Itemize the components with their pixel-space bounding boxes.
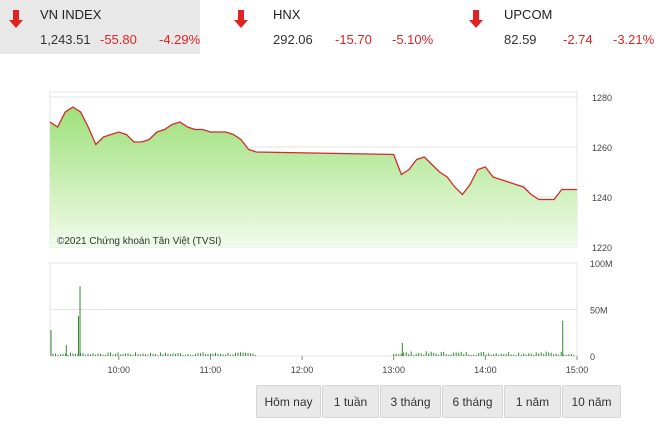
time-axis: 10:00 11:00 12:00 13:00 14:00 15:00 bbox=[107, 356, 588, 375]
volume-bars bbox=[50, 286, 575, 356]
price-area bbox=[50, 107, 577, 247]
range-button-today[interactable]: Hôm nay bbox=[256, 385, 321, 418]
down-arrow-icon bbox=[469, 10, 483, 28]
time-tick-label: 10:00 bbox=[107, 365, 130, 375]
watermark: ©2021 Chứng khoán Tân Việt (TVSI) bbox=[57, 236, 221, 247]
time-tick-label: 12:00 bbox=[291, 365, 314, 375]
range-button-3months[interactable]: 3 tháng bbox=[380, 385, 441, 418]
volume-tick-label: 100M bbox=[590, 259, 613, 269]
index-percent: -5.10% bbox=[392, 32, 434, 47]
volume-tick-label: 50M bbox=[590, 306, 608, 316]
price-tick-label: 1260 bbox=[592, 143, 612, 153]
price-line bbox=[49, 106, 577, 201]
index-name: HNX bbox=[273, 7, 301, 22]
range-button-1year[interactable]: 1 năm bbox=[504, 385, 561, 418]
index-value: 82.59 bbox=[504, 32, 537, 47]
index-percent: -3.21% bbox=[613, 32, 655, 47]
down-arrow-icon bbox=[9, 10, 23, 28]
index-name: VN INDEX bbox=[40, 7, 102, 22]
index-change: -15.70 bbox=[335, 32, 372, 47]
range-button-1week[interactable]: 1 tuần bbox=[322, 385, 379, 418]
down-arrow-icon bbox=[234, 10, 248, 28]
volume-tick-label: 0 bbox=[590, 352, 595, 362]
time-tick-label: 14:00 bbox=[474, 365, 497, 375]
price-tick-label: 1240 bbox=[592, 193, 612, 203]
index-tab-hnx[interactable]: HNX 292.06 -15.70 -5.10% bbox=[225, 0, 435, 54]
time-tick-label: 11:00 bbox=[199, 365, 221, 375]
range-button-6months[interactable]: 6 tháng bbox=[442, 385, 503, 418]
index-value: 1,243.51 bbox=[40, 32, 91, 47]
index-tabs: VN INDEX 1,243.51 -55.80 -4.29% HNX 292.… bbox=[0, 0, 660, 54]
price-axis: 1280 1260 1240 1220 bbox=[592, 93, 612, 253]
index-change: -2.74 bbox=[563, 32, 593, 47]
index-percent: -4.29% bbox=[159, 32, 201, 47]
price-tick-label: 1220 bbox=[592, 243, 612, 253]
range-button-10years[interactable]: 10 năm bbox=[562, 385, 621, 418]
volume-axis: 100M 50M 0 bbox=[590, 259, 613, 362]
index-tab-upcom[interactable]: UPCOM 82.59 -2.74 -3.21% bbox=[460, 0, 660, 54]
time-tick-label: 13:00 bbox=[382, 365, 405, 375]
index-tab-vnindex[interactable]: VN INDEX 1,243.51 -55.80 -4.29% bbox=[0, 0, 200, 54]
index-change: -55.80 bbox=[100, 32, 137, 47]
index-name: UPCOM bbox=[504, 7, 553, 22]
price-tick-label: 1280 bbox=[592, 93, 612, 103]
index-chart: 1280 1260 1240 1220 ©2021 Chứng khoán Tân V… bbox=[49, 91, 613, 375]
time-tick-label: 15:00 bbox=[566, 365, 589, 375]
index-value: 292.06 bbox=[273, 32, 313, 47]
